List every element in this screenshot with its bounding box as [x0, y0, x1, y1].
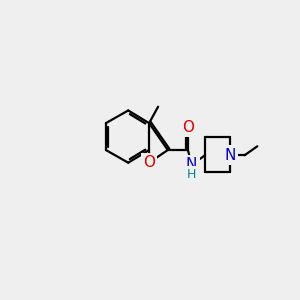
- Text: H: H: [187, 168, 196, 182]
- Text: O: O: [182, 120, 194, 135]
- Text: N: N: [224, 148, 236, 163]
- Text: N: N: [186, 158, 197, 172]
- Text: O: O: [143, 155, 155, 170]
